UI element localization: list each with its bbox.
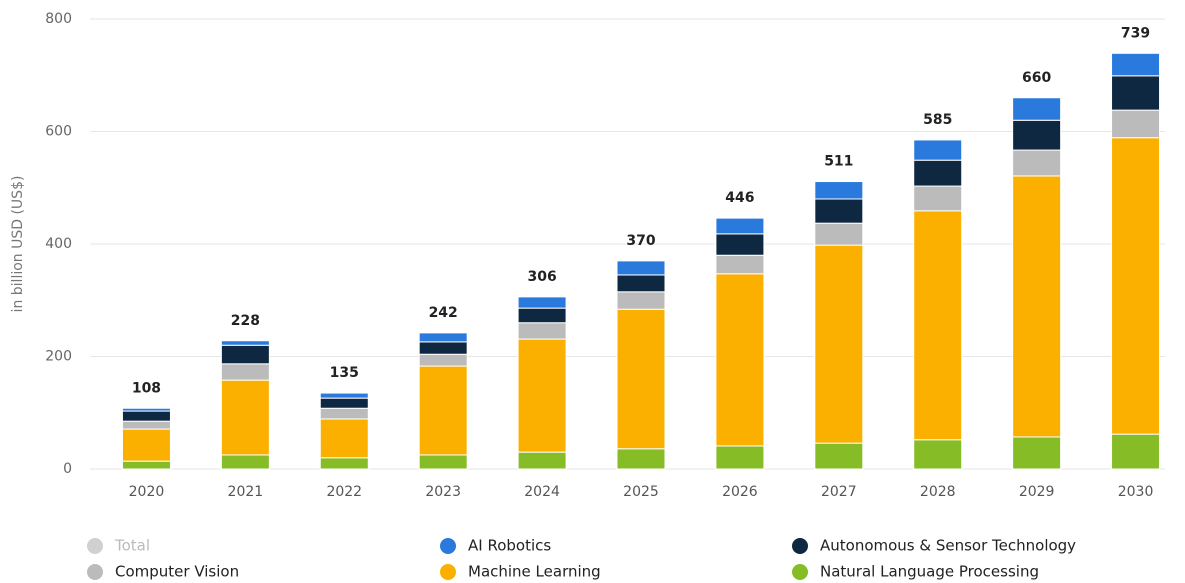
y-tick-label: 200 bbox=[45, 349, 72, 365]
bar-segment bbox=[121, 460, 171, 470]
bar-segment bbox=[913, 439, 963, 470]
legend-marker bbox=[440, 538, 456, 554]
bar-segment bbox=[220, 363, 270, 381]
legend-label: Total bbox=[114, 537, 150, 555]
bar-segment bbox=[1012, 97, 1062, 121]
bar-segment bbox=[517, 307, 567, 324]
bar-segment bbox=[616, 260, 666, 276]
bar-segment bbox=[1012, 175, 1062, 438]
x-tick-label: 2028 bbox=[920, 484, 956, 500]
bar-segment bbox=[121, 407, 171, 412]
bar-segment bbox=[319, 392, 369, 399]
bar-segment bbox=[517, 451, 567, 470]
y-tick-label: 400 bbox=[45, 236, 72, 252]
bar-segment bbox=[715, 217, 765, 235]
x-tick-label: 2027 bbox=[821, 484, 857, 500]
bar-segment bbox=[418, 332, 468, 343]
bar-segment bbox=[715, 233, 765, 256]
bar-segment bbox=[220, 340, 270, 346]
bar-segment bbox=[220, 454, 270, 470]
y-tick-label: 800 bbox=[45, 11, 72, 27]
bar-segment bbox=[121, 420, 171, 430]
bar-segment bbox=[616, 448, 666, 470]
bar-segment bbox=[1111, 75, 1161, 111]
bar-segment bbox=[814, 442, 864, 470]
bar-segment bbox=[418, 353, 468, 367]
bar-segment bbox=[319, 407, 369, 420]
bar-segment bbox=[121, 428, 171, 462]
total-label: 511 bbox=[824, 154, 853, 170]
bar-segment bbox=[1111, 109, 1161, 139]
bar-segment bbox=[220, 344, 270, 365]
bar-segment bbox=[418, 341, 468, 355]
bar-segment bbox=[616, 308, 666, 450]
x-tick-label: 2025 bbox=[623, 484, 659, 500]
bar-segment bbox=[1111, 137, 1161, 435]
x-tick-label: 2026 bbox=[722, 484, 758, 500]
bar-segment bbox=[517, 296, 567, 309]
legend-marker bbox=[792, 564, 808, 580]
x-tick-label: 2021 bbox=[228, 484, 264, 500]
legend-label: Autonomous & Sensor Technology bbox=[820, 537, 1076, 555]
total-label: 228 bbox=[231, 313, 260, 329]
bar-segment bbox=[814, 244, 864, 444]
total-label: 739 bbox=[1121, 25, 1150, 41]
legend-label: Machine Learning bbox=[468, 563, 601, 581]
bar-segment bbox=[715, 273, 765, 447]
legend-marker bbox=[87, 564, 103, 580]
bar-segment bbox=[319, 457, 369, 470]
y-tick-label: 0 bbox=[63, 461, 72, 477]
x-tick-label: 2029 bbox=[1019, 484, 1055, 500]
total-label: 108 bbox=[132, 380, 161, 396]
bar-segment bbox=[121, 410, 171, 422]
bar-segment bbox=[814, 198, 864, 224]
total-label: 242 bbox=[429, 305, 458, 321]
bar-segment bbox=[814, 181, 864, 200]
y-axis-label: in billion USD (US$) bbox=[10, 176, 26, 313]
total-label: 585 bbox=[923, 112, 952, 128]
bar-segment bbox=[319, 397, 369, 409]
total-label: 135 bbox=[330, 365, 359, 381]
total-label: 446 bbox=[725, 190, 754, 206]
bar-segment bbox=[715, 445, 765, 470]
legend-marker bbox=[440, 564, 456, 580]
total-label: 370 bbox=[626, 233, 655, 249]
legend-label: AI Robotics bbox=[468, 537, 551, 555]
x-tick-label: 2020 bbox=[129, 484, 165, 500]
legend-marker bbox=[87, 538, 103, 554]
bar-segment bbox=[1012, 436, 1062, 470]
bar-segment bbox=[1012, 149, 1062, 177]
bar-segment bbox=[1012, 119, 1062, 151]
x-tick-label: 2022 bbox=[326, 484, 362, 500]
legend-label: Computer Vision bbox=[115, 563, 239, 581]
bar-segment bbox=[616, 291, 666, 310]
bar-segment bbox=[517, 338, 567, 453]
total-label: 306 bbox=[527, 269, 556, 285]
bar-segment bbox=[517, 322, 567, 340]
bar-segment bbox=[1111, 433, 1161, 470]
legend-marker bbox=[792, 538, 808, 554]
x-tick-label: 2024 bbox=[524, 484, 560, 500]
bar-segment bbox=[814, 222, 864, 246]
bar-segment bbox=[715, 254, 765, 275]
x-tick-label: 2023 bbox=[425, 484, 461, 500]
bar-segment bbox=[220, 379, 270, 456]
bar-segment bbox=[913, 210, 963, 441]
bar-segment bbox=[319, 418, 369, 459]
bar-segment bbox=[418, 365, 468, 456]
bar-segment bbox=[418, 454, 468, 470]
x-tick-label: 2030 bbox=[1118, 484, 1154, 500]
legend-label: Natural Language Processing bbox=[820, 563, 1039, 581]
bar-segment bbox=[1111, 52, 1161, 77]
total-label: 660 bbox=[1022, 70, 1051, 86]
bar-segment bbox=[913, 139, 963, 161]
bar-segment bbox=[913, 159, 963, 187]
bar-segment bbox=[616, 274, 666, 293]
y-tick-label: 600 bbox=[45, 124, 72, 140]
bar-segment bbox=[913, 185, 963, 212]
